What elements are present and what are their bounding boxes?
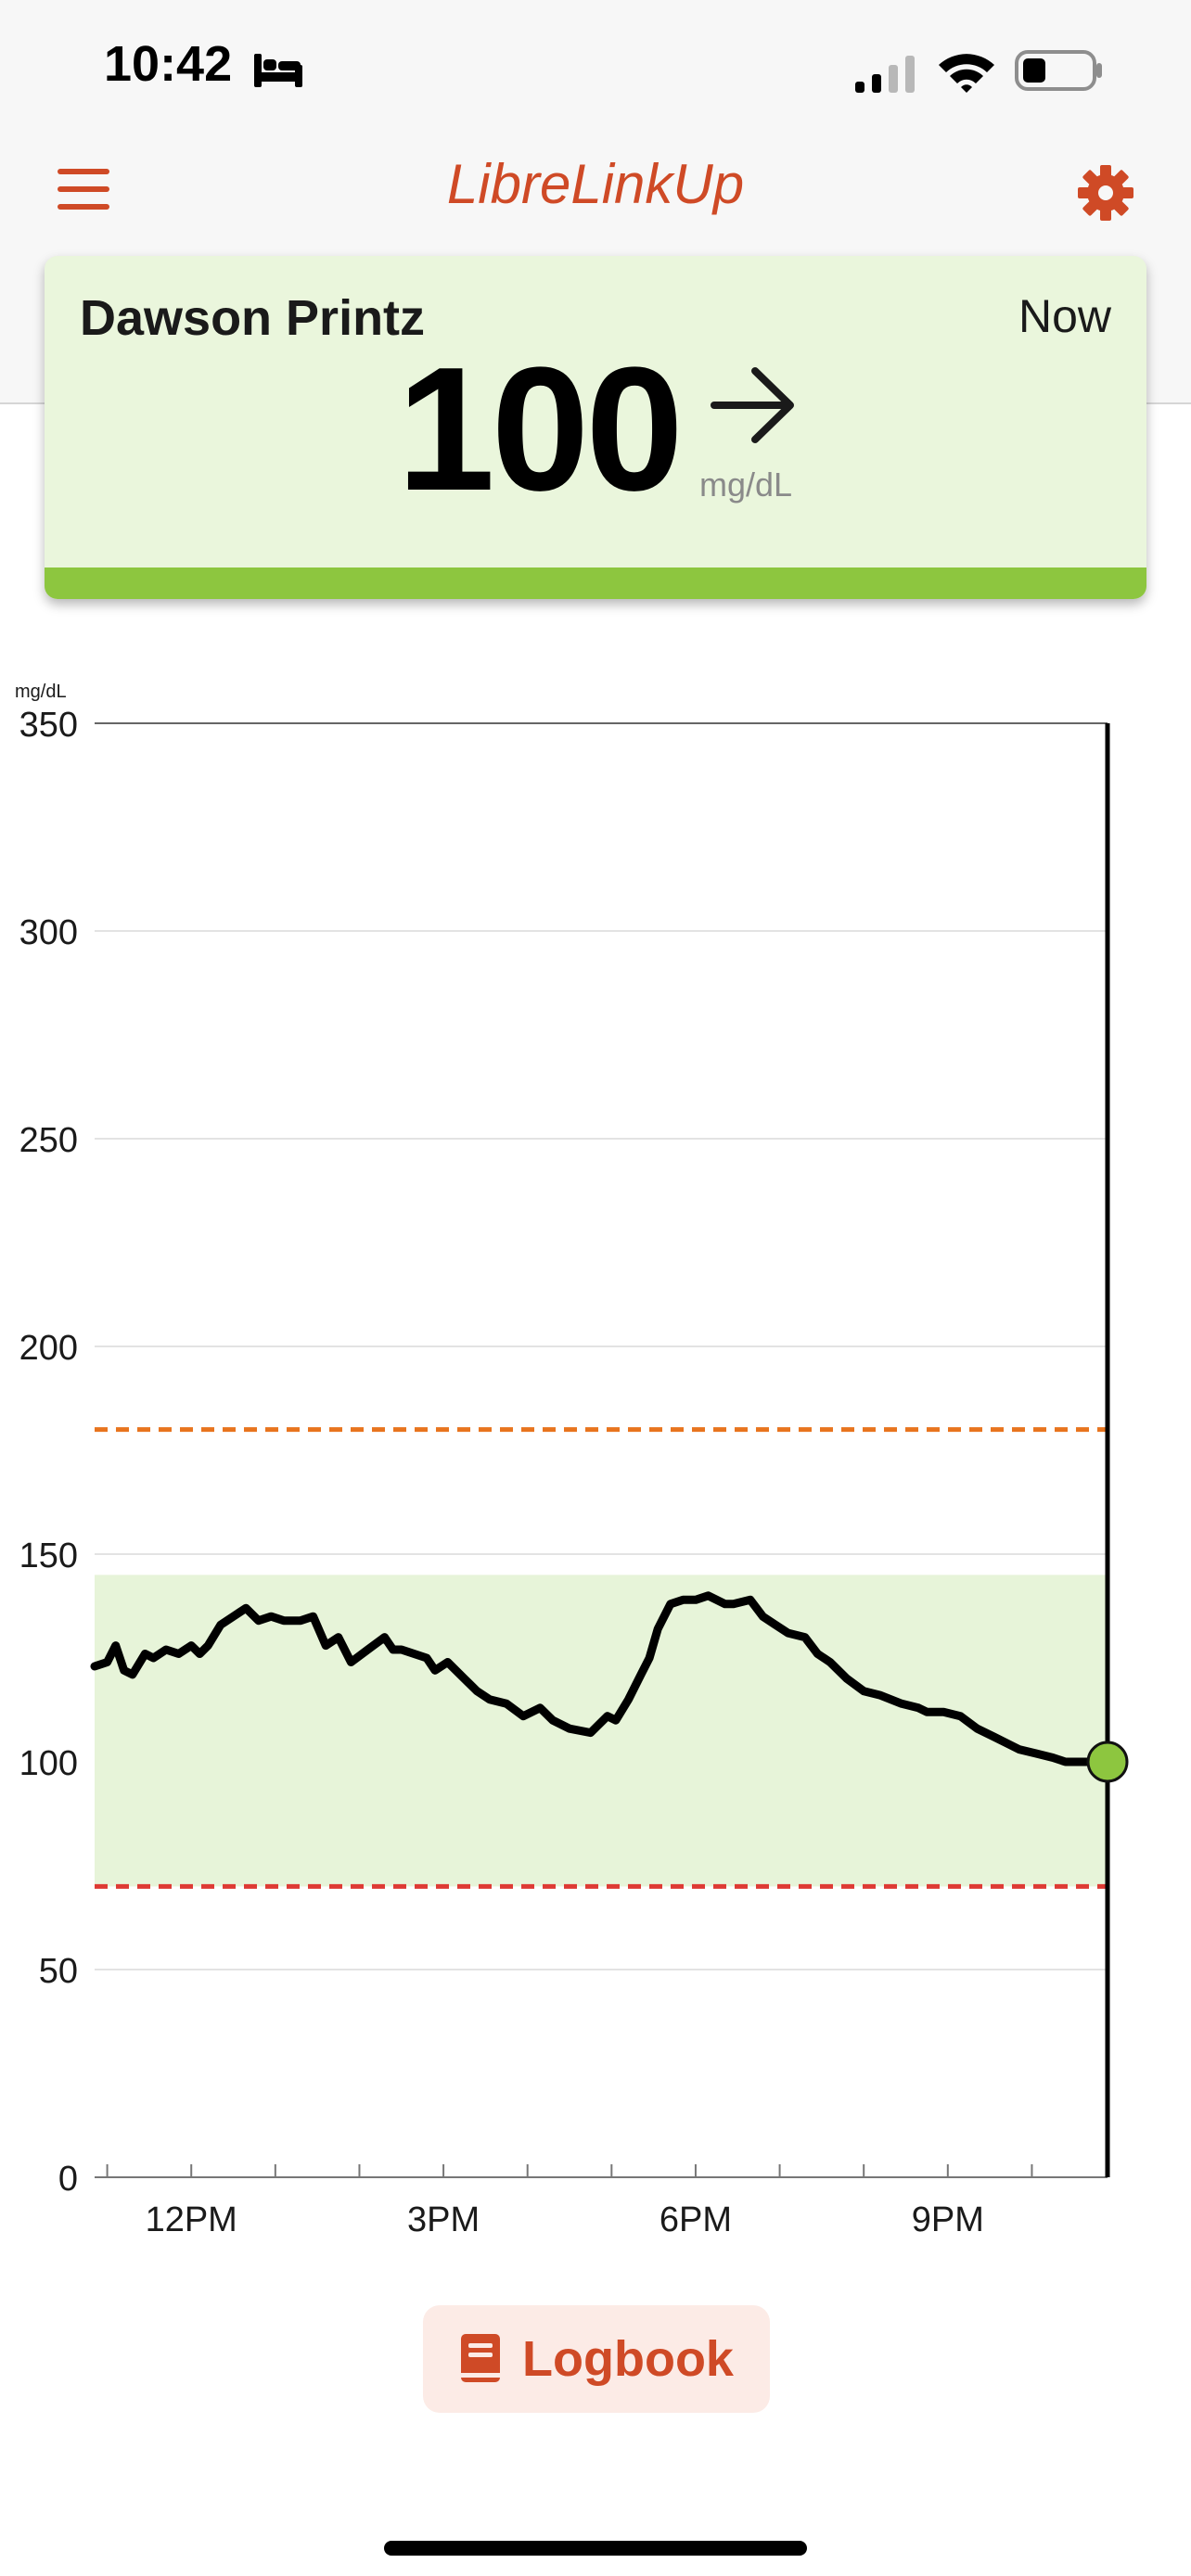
x-tick-label-6PM: 6PM (660, 2200, 732, 2239)
glucose-card[interactable]: Dawson Printz Now 100 mg/dL (45, 256, 1146, 599)
battery-icon (1015, 50, 1102, 91)
cellular-signal-icon (855, 56, 915, 93)
reading-time: Now (1018, 290, 1111, 342)
app-title: LibreLinkUp (446, 153, 745, 215)
y-tick-label-0: 0 (58, 2160, 78, 2199)
arrow-right-icon (711, 367, 794, 443)
glucose-series-line (90, 1591, 1112, 1766)
glucose-value: 100 (397, 331, 684, 528)
wifi-icon (939, 54, 994, 93)
x-tick-label-9PM: 9PM (912, 2200, 984, 2239)
y-tick-label-50: 50 (39, 1952, 78, 1991)
gear-icon[interactable] (1076, 163, 1135, 223)
bed-icon (254, 54, 302, 87)
glucose-chart[interactable]: mg/dL 0 50 100 150 200 250 300 350 12PM 3PM 6PM 9PM (0, 668, 1191, 2244)
hamburger-menu-icon[interactable] (54, 165, 115, 215)
y-tick-label-150: 150 (19, 1537, 78, 1575)
logbook-button[interactable]: Logbook (423, 2305, 770, 2413)
home-indicator[interactable] (384, 2541, 807, 2556)
glucose-unit: mg/dL (699, 465, 793, 504)
status-color-bar (45, 567, 1146, 599)
y-axis-unit-label: mg/dL (15, 682, 67, 702)
y-tick-label-250: 250 (19, 1121, 78, 1160)
y-tick-label-100: 100 (19, 1744, 78, 1783)
x-tick-label-12PM: 12PM (146, 2200, 237, 2239)
book-icon (461, 2334, 501, 2382)
x-tick-label-3PM: 3PM (407, 2200, 480, 2239)
y-tick-label-200: 200 (19, 1329, 78, 1368)
current-reading-marker (1086, 1741, 1129, 1783)
status-time: 10:42 (104, 36, 233, 92)
patient-name: Dawson Printz (80, 290, 426, 346)
logbook-label: Logbook (522, 2331, 734, 2387)
target-range-band (95, 1575, 1108, 1887)
y-tick-label-350: 350 (19, 706, 78, 745)
y-tick-label-300: 300 (19, 913, 78, 952)
